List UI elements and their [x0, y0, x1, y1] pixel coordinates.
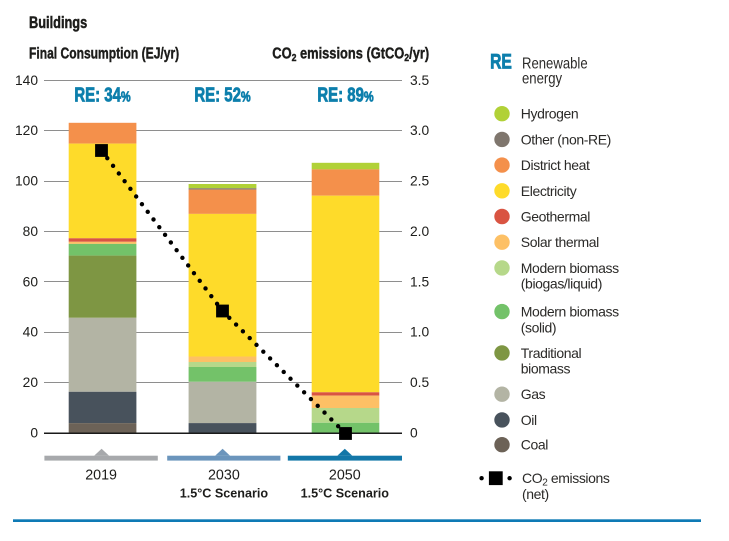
svg-text:0: 0	[30, 425, 38, 440]
svg-text:Solar thermal: Solar thermal	[521, 234, 599, 250]
svg-text:120: 120	[15, 123, 38, 138]
svg-text:1.5: 1.5	[410, 274, 430, 289]
svg-text:RE: 89%: RE: 89%	[317, 83, 374, 106]
svg-text:energy: energy	[522, 70, 563, 87]
svg-text:Electricity: Electricity	[521, 183, 577, 199]
svg-text:3.5: 3.5	[410, 73, 430, 88]
svg-text:(solid): (solid)	[521, 319, 556, 335]
svg-text:1.5°C Scenario: 1.5°C Scenario	[180, 487, 269, 501]
svg-text:Renewable: Renewable	[522, 55, 588, 72]
svg-text:2050: 2050	[329, 468, 361, 484]
svg-text:District heat: District heat	[521, 157, 590, 173]
svg-text:biomass: biomass	[521, 361, 571, 377]
svg-text:RE: RE	[490, 49, 512, 73]
svg-text:0.5: 0.5	[410, 375, 430, 390]
svg-text:20: 20	[23, 375, 39, 390]
svg-text:RE: 52%: RE: 52%	[194, 83, 251, 106]
svg-text:1.5°C Scenario: 1.5°C Scenario	[301, 487, 390, 501]
svg-text:2019: 2019	[85, 468, 117, 484]
svg-text:Gas: Gas	[521, 386, 546, 402]
svg-text:Oil: Oil	[521, 412, 537, 428]
svg-text:3.0: 3.0	[410, 123, 430, 138]
svg-text:Buildings: Buildings	[29, 15, 87, 33]
svg-text:Final Consumption (EJ/yr): Final Consumption (EJ/yr)	[29, 44, 179, 62]
svg-text:0: 0	[410, 425, 418, 440]
svg-text:Other (non-RE): Other (non-RE)	[521, 131, 611, 147]
svg-text:2030: 2030	[208, 468, 240, 484]
svg-text:2.5: 2.5	[410, 174, 430, 189]
svg-text:Coal: Coal	[521, 437, 548, 453]
svg-text:1.0: 1.0	[410, 325, 430, 340]
svg-text:2.0: 2.0	[410, 224, 430, 239]
svg-text:(net): (net)	[522, 486, 549, 502]
svg-text:Modern biomass: Modern biomass	[521, 260, 619, 276]
svg-text:(biogas/liquid): (biogas/liquid)	[521, 276, 602, 292]
svg-text:80: 80	[23, 224, 39, 239]
svg-text:40: 40	[23, 325, 39, 340]
svg-text:60: 60	[23, 274, 39, 289]
svg-text:140: 140	[15, 73, 38, 88]
svg-text:Hydrogen: Hydrogen	[521, 106, 579, 122]
svg-text:Modern biomass: Modern biomass	[521, 304, 619, 320]
svg-text:CO2 emissions (GtCO2/yr): CO2 emissions (GtCO2/yr)	[272, 45, 429, 64]
svg-text:RE: 34%: RE: 34%	[74, 83, 131, 106]
svg-text:Traditional: Traditional	[521, 345, 582, 361]
svg-text:100: 100	[15, 174, 38, 189]
svg-text:Geothermal: Geothermal	[521, 209, 590, 225]
